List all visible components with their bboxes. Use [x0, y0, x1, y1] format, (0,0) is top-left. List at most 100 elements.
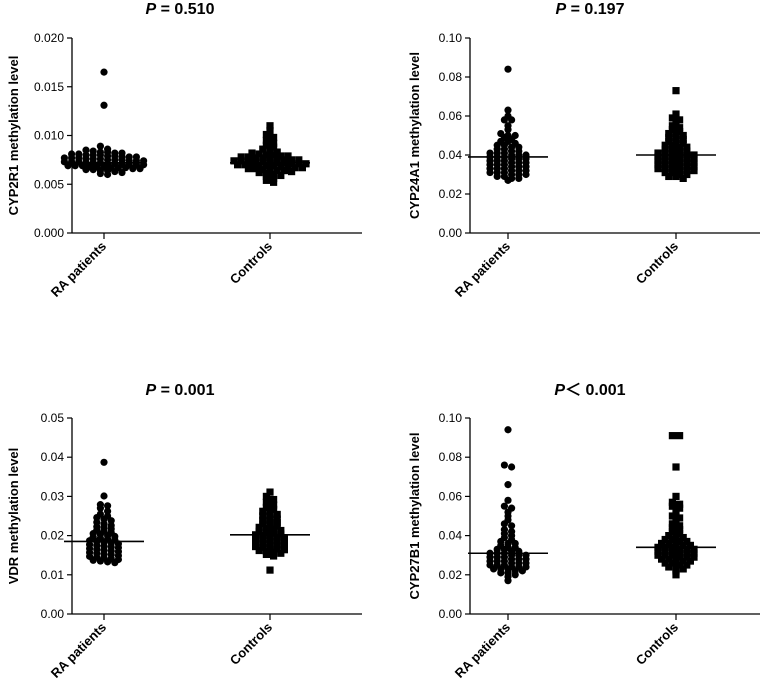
- data-point: [273, 167, 281, 175]
- data-point: [668, 559, 676, 567]
- data-point: [266, 532, 274, 540]
- data-point: [676, 500, 684, 508]
- title-p-symbol: P: [146, 1, 157, 18]
- data-point: [676, 537, 684, 546]
- chart-title: P = 0.510: [146, 1, 215, 18]
- data-point: [683, 549, 691, 557]
- data-point: [683, 155, 691, 163]
- data-point: [690, 549, 698, 557]
- data-point: [672, 567, 680, 575]
- y-tick-label: 0.010: [34, 129, 64, 143]
- y-tick-label: 0.000: [34, 226, 64, 240]
- data-point: [262, 172, 270, 181]
- data-point: [508, 116, 516, 124]
- data-point: [676, 504, 684, 512]
- data-point: [266, 122, 274, 130]
- data-point: [676, 526, 684, 534]
- data-point: [668, 141, 676, 149]
- data-point: [270, 548, 278, 556]
- data-point: [672, 463, 680, 471]
- data-point: [259, 154, 267, 162]
- data-point: [111, 559, 119, 567]
- data-point: [262, 162, 270, 170]
- data-point: [654, 149, 662, 157]
- data-point: [262, 498, 270, 506]
- title-p-symbol: P: [146, 382, 157, 399]
- data-point: [266, 566, 274, 574]
- data-point: [266, 166, 274, 174]
- data-point: [244, 153, 252, 161]
- data-point: [508, 463, 516, 471]
- data-point: [654, 165, 662, 173]
- y-tick-label: 0.08: [439, 450, 463, 464]
- data-point: [111, 167, 119, 176]
- data-point: [234, 161, 242, 169]
- data-point: [262, 503, 270, 511]
- data-point: [668, 168, 676, 177]
- data-point: [508, 522, 516, 530]
- data-point: [504, 426, 512, 434]
- data-point: [661, 141, 669, 149]
- data-point: [690, 163, 698, 171]
- data-point: [668, 432, 676, 440]
- data-point: [288, 167, 296, 176]
- data-point: [668, 528, 676, 536]
- data-point: [96, 504, 104, 512]
- data-point: [654, 547, 662, 555]
- data-point: [104, 170, 112, 179]
- data-point: [273, 537, 281, 545]
- data-point: [676, 545, 684, 553]
- data-point: [658, 539, 666, 548]
- data-point: [661, 157, 669, 165]
- y-tick-label: 0.02: [439, 187, 463, 201]
- chart-title: P＜ 0.001: [554, 382, 625, 399]
- data-point: [82, 166, 90, 174]
- data-point: [668, 520, 676, 528]
- data-point: [668, 165, 676, 173]
- data-point: [230, 157, 238, 165]
- data-point: [668, 153, 676, 161]
- data-point: [273, 533, 281, 541]
- x-category-label: Controls: [227, 620, 275, 668]
- x-category-label: RA patients: [48, 620, 109, 681]
- data-point: [665, 532, 673, 540]
- chart-title: P = 0.197: [556, 1, 625, 18]
- y-tick-label: 0.04: [41, 450, 65, 464]
- data-point: [100, 68, 108, 76]
- data-point: [252, 535, 260, 543]
- data-point: [237, 153, 245, 161]
- data-point: [690, 545, 698, 553]
- data-point: [118, 168, 126, 177]
- data-point: [672, 118, 680, 126]
- data-point: [679, 557, 687, 565]
- data-point: [672, 131, 680, 140]
- data-point: [100, 101, 108, 109]
- data-point: [683, 143, 691, 151]
- data-point: [668, 524, 676, 532]
- data-point: [500, 461, 508, 469]
- data-point: [668, 512, 676, 520]
- data-point: [668, 126, 676, 134]
- data-point: [104, 502, 112, 510]
- data-point: [661, 559, 669, 567]
- x-category-label: RA patients: [48, 239, 109, 300]
- data-point: [518, 567, 527, 575]
- data-point: [686, 541, 694, 549]
- data-point: [96, 169, 104, 178]
- data-point: [654, 153, 662, 161]
- chart-panel-3: P = 0.001 0.00 0.01 0.02 0.03 0.04 0.05 VDR met…: [6, 382, 362, 681]
- data-point: [665, 129, 673, 138]
- data-point: [490, 565, 498, 573]
- data-point: [676, 143, 684, 151]
- data-point: [665, 172, 673, 181]
- title-p-value: ＜ 0.001: [565, 382, 626, 399]
- y-tick-label: 0.08: [439, 70, 463, 84]
- data-point: [259, 512, 267, 520]
- data-point: [266, 513, 274, 522]
- data-point: [288, 156, 296, 164]
- data-point: [683, 163, 691, 171]
- data-point: [244, 165, 252, 173]
- data-point: [679, 565, 687, 573]
- data-point: [676, 128, 684, 136]
- data-point: [255, 168, 263, 177]
